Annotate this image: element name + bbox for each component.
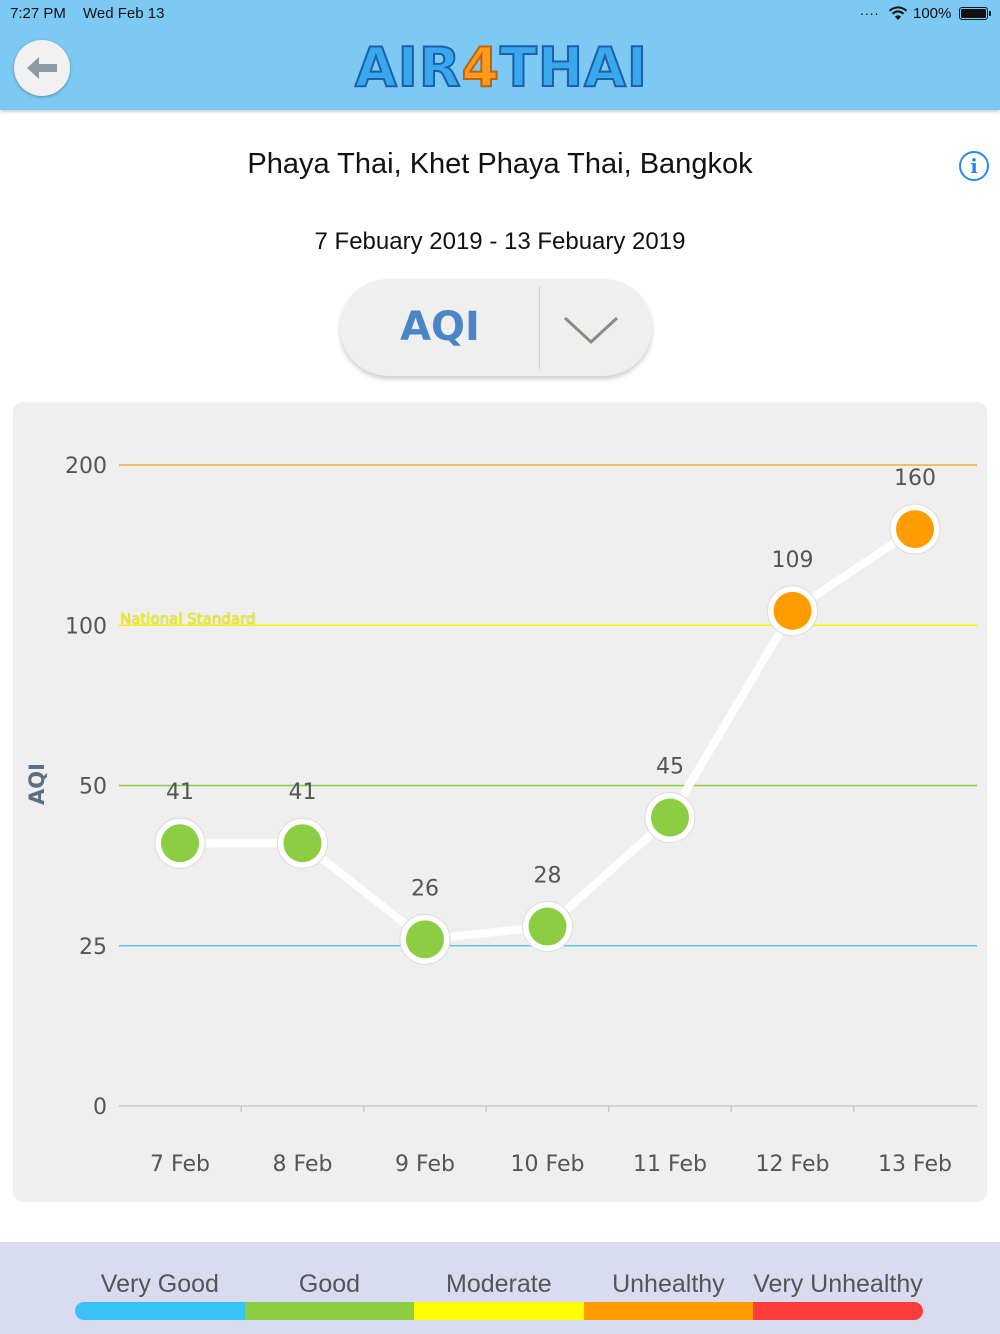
x-tick-label: 7 Feb (150, 1152, 210, 1177)
x-tick-label: 10 Feb (511, 1152, 585, 1177)
y-axis-title: AQI (25, 763, 49, 805)
national-standard-label: National Standard (120, 610, 256, 628)
back-button[interactable] (14, 40, 70, 96)
legend-label: Unhealthy (612, 1270, 725, 1298)
data-point (651, 798, 689, 837)
legend-segment (414, 1302, 584, 1320)
status-time: 7:27 PM (10, 5, 66, 22)
data-point (406, 920, 444, 959)
data-label: 41 (166, 780, 194, 805)
aqi-chart: 0 25 50 100 200 7 Feb 8 Feb 9 Feb 10 Feb 11 Feb 12… (65, 454, 977, 1177)
location-title: Phaya Thai, Khet Phaya Thai, Bangkok (247, 148, 753, 180)
data-label: 26 (411, 876, 439, 901)
status-bar: 7:27 PM Wed Feb 13 .... 100% (0, 0, 1000, 26)
data-point (528, 907, 567, 946)
logo-text-4: 4 (460, 35, 501, 100)
x-tick-label: 9 Feb (395, 1152, 455, 1177)
data-point (161, 824, 199, 863)
y-tick-label: 100 (65, 614, 107, 639)
data-point (283, 824, 322, 863)
battery-icon (959, 7, 991, 20)
legend-segment (583, 1302, 754, 1320)
pollutant-dropdown[interactable]: AQI (340, 279, 652, 376)
legend-label: Moderate (446, 1270, 552, 1298)
y-tick-label: 200 (65, 454, 107, 479)
data-label: 28 (534, 864, 562, 889)
x-tick-label: 11 Feb (633, 1152, 707, 1177)
logo-text-air: AIR (354, 35, 462, 100)
status-date: Wed Feb 13 (83, 5, 165, 22)
signal-icon: .... (860, 2, 880, 18)
data-label: 109 (772, 548, 814, 573)
chart-card (13, 402, 987, 1202)
legend-segment (75, 1302, 245, 1320)
info-icon[interactable]: i (959, 151, 989, 181)
legend-labels: Very Good Good Moderate Unhealthy Very Unhea… (75, 1270, 923, 1300)
y-tick-label: 50 (79, 775, 107, 800)
data-label: 45 (656, 755, 684, 780)
x-tick-label: 13 Feb (878, 1152, 952, 1177)
app-logo: AIR4THAI (354, 34, 648, 102)
date-range: 7 Febuary 2019 - 13 Febuary 2019 (314, 228, 686, 255)
legend-segment (244, 1302, 415, 1320)
pollutant-selected-value: AQI (400, 304, 480, 350)
legend-color-bar (75, 1302, 923, 1320)
x-tick-label: 12 Feb (756, 1152, 830, 1177)
data-point (896, 510, 934, 549)
legend-segment (753, 1302, 923, 1320)
legend-label: Very Unhealthy (753, 1270, 923, 1298)
battery-percent: 100% (913, 5, 952, 22)
app-header: AIR4THAI (0, 26, 1000, 110)
legend-label: Good (298, 1270, 361, 1298)
y-tick-label: 25 (79, 935, 107, 960)
x-tick-label: 8 Feb (273, 1152, 333, 1177)
legend-label: Very Good (100, 1270, 219, 1298)
arrow-left-icon (27, 57, 57, 79)
wifi-icon (888, 6, 908, 25)
dropdown-divider (539, 286, 540, 369)
chevron-down-icon (563, 316, 619, 345)
data-label: 160 (894, 466, 936, 491)
data-label: 41 (289, 780, 317, 805)
logo-text-thai: THAI (499, 35, 648, 100)
data-point (773, 591, 812, 630)
y-tick-label: 0 (93, 1095, 107, 1120)
